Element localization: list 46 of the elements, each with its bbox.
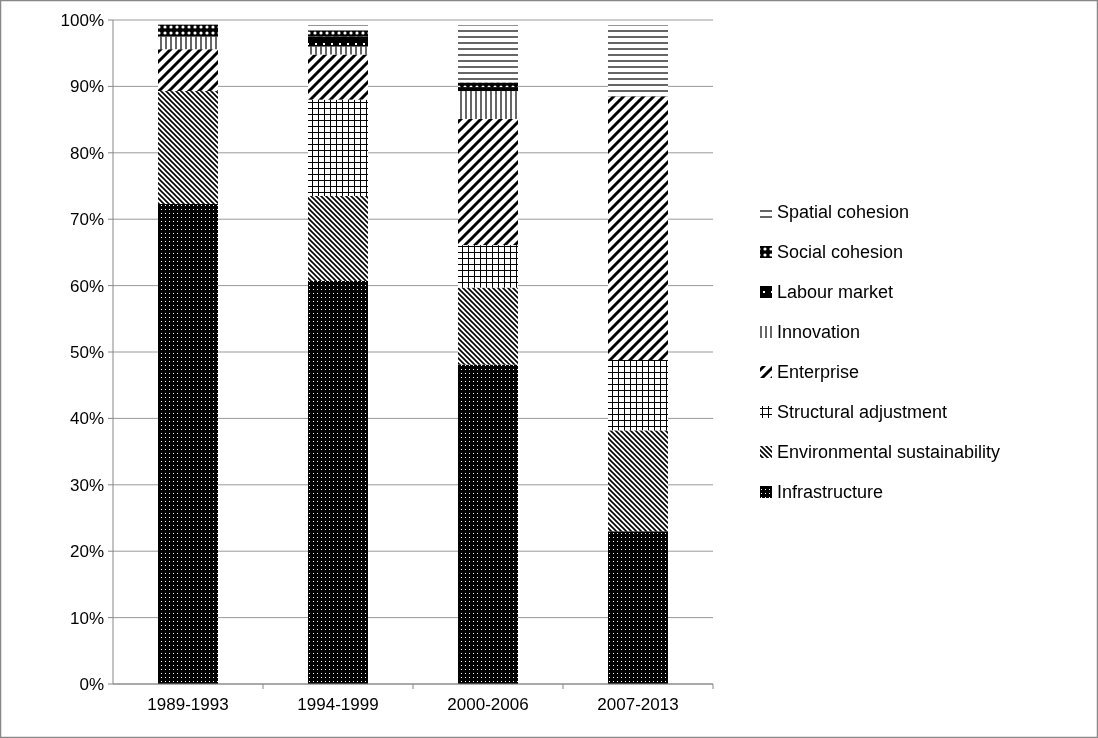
- legend-label: Labour market: [777, 282, 894, 303]
- y-tick-label: 60%: [69, 276, 104, 296]
- y-tick-label: 0%: [79, 674, 104, 694]
- y-tick-label: 100%: [60, 10, 104, 30]
- bar: [158, 91, 218, 204]
- bar: [608, 96, 668, 360]
- bar: [458, 82, 518, 88]
- bar: [458, 91, 518, 119]
- bar: [308, 30, 368, 37]
- y-tick-label: 40%: [69, 409, 104, 429]
- bar: [608, 531, 668, 684]
- y-tick-label: 70%: [69, 210, 104, 230]
- bar: [158, 49, 218, 92]
- bar: [458, 287, 518, 365]
- x-tick-label: 2007-2013: [597, 695, 679, 714]
- y-tick-label: 50%: [69, 342, 104, 362]
- bar: [308, 54, 368, 100]
- y-tick-label: 20%: [69, 542, 104, 562]
- bar: [308, 195, 368, 281]
- y-tick-label: 30%: [69, 475, 104, 495]
- bar: [308, 36, 368, 47]
- y-tick-label: 80%: [69, 143, 104, 163]
- legend-label: Infrastructure: [777, 482, 884, 503]
- bar: [608, 359, 668, 431]
- bar: [158, 203, 218, 684]
- bar: [158, 24, 218, 37]
- legend-label: Social cohesion: [777, 242, 904, 263]
- legend-label: Structural adjustment: [777, 402, 948, 423]
- x-tick-label: 2000-2006: [447, 695, 529, 714]
- x-tick-label: 1989-1993: [147, 695, 229, 714]
- bar: [458, 118, 518, 246]
- y-tick-label: 90%: [69, 77, 104, 97]
- bar: [458, 87, 518, 92]
- bar: [458, 364, 518, 684]
- bar: [308, 99, 368, 196]
- bar: [458, 245, 518, 288]
- legend-label: Environmental sustainability: [777, 442, 1001, 463]
- legend-label: Innovation: [777, 322, 861, 343]
- bar: [308, 46, 368, 55]
- y-tick-label: 10%: [69, 608, 104, 628]
- bar: [158, 36, 218, 50]
- bar: [608, 430, 668, 532]
- x-tick-label: 1994-1999: [297, 695, 379, 714]
- legend-label: Enterprise: [777, 362, 860, 383]
- bar: [308, 280, 368, 684]
- legend-label: Spatial cohesion: [777, 202, 910, 223]
